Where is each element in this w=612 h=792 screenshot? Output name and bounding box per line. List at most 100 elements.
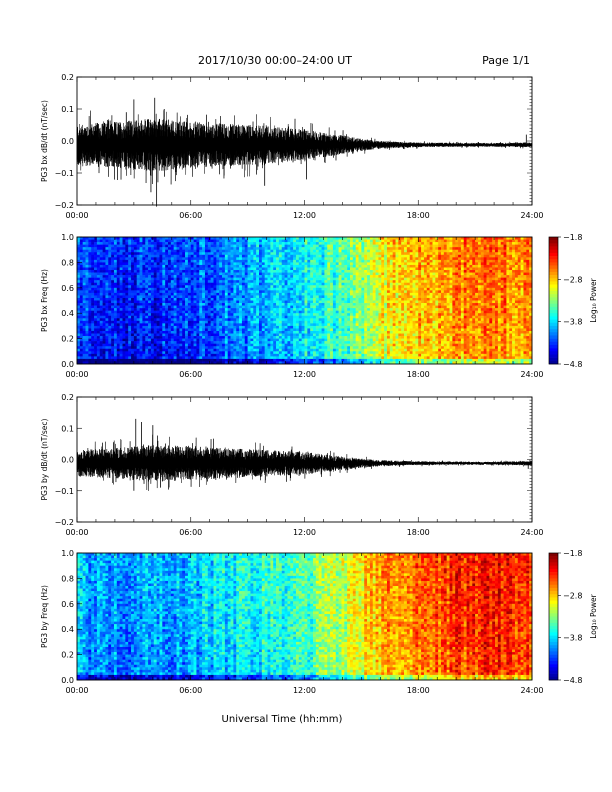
spectrogram-cell (307, 262, 311, 266)
spectrogram-cell (202, 336, 206, 339)
spectrogram-cell (148, 348, 152, 352)
spectrogram-cell (219, 325, 223, 329)
spectrogram-cell (145, 275, 149, 278)
spectrogram-cell (148, 341, 152, 344)
spectrogram-cell (145, 348, 149, 352)
spectrogram-cell (287, 341, 291, 344)
spectrogram-cell (330, 328, 334, 332)
spectrogram-cell (247, 346, 251, 350)
spectrogram-cell (253, 244, 257, 248)
spectrogram-cell (241, 270, 246, 273)
spectrogram-cell (310, 252, 314, 256)
spectrogram-cell (222, 318, 226, 322)
spectrogram-cell (196, 287, 200, 291)
spectrogram-cell (264, 303, 268, 306)
spectrogram-cell (290, 356, 294, 360)
spectrogram-cell (310, 247, 314, 250)
spectrogram-cell (318, 297, 322, 301)
spectrogram-cell (287, 356, 291, 360)
spectrogram-cell (94, 300, 98, 304)
spectrogram-cell (91, 356, 95, 360)
spectrogram-cell (145, 290, 149, 294)
spectrogram-cell (168, 303, 172, 306)
spectrogram-cell (350, 270, 354, 273)
spectrogram-cell (267, 356, 271, 360)
spectrogram-cell (136, 290, 140, 294)
spectrogram-cell (179, 272, 183, 276)
spectrogram-cell (313, 318, 317, 322)
spectrogram-cell (310, 310, 314, 314)
spectrogram-cell (85, 348, 89, 352)
spectrogram-cell (113, 280, 118, 284)
spectrogram-cell (290, 303, 294, 306)
spectrogram-cell (82, 287, 86, 291)
spectrogram-cell (298, 358, 302, 362)
spectrogram-cell (310, 285, 314, 289)
spectrogram-cell (236, 272, 240, 276)
spectrogram-cell (122, 290, 126, 294)
spectrogram-cell (77, 259, 81, 263)
spectrogram-cell (315, 318, 320, 322)
spectrogram-cell (99, 242, 103, 245)
spectrogram-cell (153, 264, 157, 268)
spectrogram-cell (150, 310, 155, 314)
spectrogram-cell (281, 320, 285, 324)
spectrogram-cell (344, 239, 348, 243)
spectrogram-cell (270, 346, 274, 350)
spectrogram-cell (202, 333, 206, 337)
spectrogram-cell (287, 318, 291, 322)
spectrogram-cell (196, 282, 200, 286)
spectrogram-cell (150, 348, 155, 352)
spectrogram-cell (244, 262, 248, 266)
spectrogram-cell (284, 323, 288, 327)
spectrogram-cell (350, 292, 354, 296)
spectrogram-cell (253, 305, 257, 309)
spectrogram-cell (145, 346, 149, 350)
spectrogram-cell (148, 249, 152, 253)
spectrogram-cell (79, 353, 83, 357)
spectrogram-cell (136, 280, 140, 284)
spectrogram-cell (210, 308, 214, 311)
spectrogram-cell (142, 361, 146, 365)
spectrogram-cell (176, 305, 180, 309)
spectrogram-cell (133, 318, 138, 322)
spectrogram-cell (162, 300, 166, 304)
spectrogram-cell (355, 237, 359, 240)
spectrogram-cell (133, 356, 138, 360)
spectrogram-cell (278, 252, 283, 256)
spectrogram-cell (133, 277, 138, 281)
spectrogram-cell (239, 257, 243, 261)
spectrogram-cell (350, 297, 354, 301)
spectrogram-cell (128, 328, 132, 332)
spectrogram-cell (136, 320, 140, 324)
spectrogram-cell (88, 315, 92, 319)
spectrogram-cell (233, 315, 237, 319)
spectrogram-cell (196, 348, 200, 352)
spectrogram-cell (301, 249, 305, 253)
spectrogram-cell (259, 361, 263, 365)
spectrogram-cell (230, 259, 234, 263)
spectrogram-cell (330, 361, 334, 365)
spectrogram-cell (113, 297, 118, 301)
spectrogram-cell (273, 247, 277, 250)
spectrogram-cell (88, 346, 92, 350)
spectrogram-cell (136, 315, 140, 319)
spectrogram-cell (96, 323, 101, 327)
spectrogram-cell (99, 313, 103, 317)
spectrogram-cell (113, 313, 118, 317)
spectrogram-cell (230, 264, 234, 268)
spectrogram-cell (324, 358, 328, 362)
spectrogram-cell (122, 285, 126, 289)
spectrogram-cell (176, 323, 180, 327)
spectrogram-cell (321, 328, 325, 332)
spectrogram-cell (111, 242, 115, 245)
spectrogram-cell (224, 346, 229, 350)
spectrogram-cell (111, 343, 115, 347)
spectrogram-cell (270, 280, 274, 284)
spectrogram-cell (91, 270, 95, 273)
spectrogram-cell (199, 270, 203, 273)
spectrogram-cell (318, 254, 322, 258)
spectrogram-cell (273, 300, 277, 304)
spectrogram-cell (250, 242, 254, 245)
spectrogram-cell (350, 318, 354, 322)
